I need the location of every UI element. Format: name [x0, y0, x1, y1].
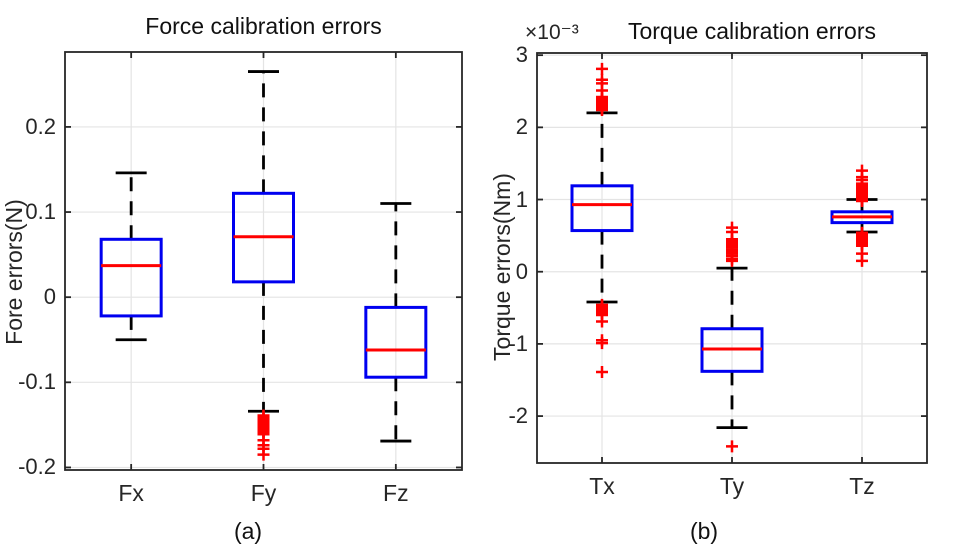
y-tick-label: -2 [508, 403, 528, 429]
y-tick-label: 0 [515, 258, 528, 284]
x-category-label: Fy [250, 480, 277, 506]
outlier-marker [257, 448, 270, 461]
x-category-label: Tz [849, 473, 875, 499]
force-caption: (a) [233, 518, 263, 544]
iqr-box [570, 184, 634, 233]
outlier-marker [856, 194, 868, 207]
torque-title: Torque calibration errors [627, 18, 876, 44]
torque-panel: ×10⁻³ Torque calibration errors Torque e… [481, 0, 962, 551]
iqr-box [99, 237, 163, 318]
force-title: Force calibration errors [145, 13, 382, 39]
y-tick-label: 1 [515, 186, 528, 212]
x-category-label: Ty [719, 473, 745, 499]
y-tick-label: 2 [515, 114, 528, 140]
y-tick-label: -0.2 [18, 454, 56, 480]
force-panel: Force calibration errors Fore errors(N) … [1, 13, 463, 544]
iqr-box [364, 305, 428, 379]
y-tick-label: -0.1 [18, 369, 56, 395]
x-category-label: Fx [118, 480, 144, 506]
outlier-marker [596, 337, 608, 350]
outlier-marker [596, 366, 608, 379]
torque-axis-multiplier: ×10⁻³ [525, 21, 579, 44]
y-tick-label: 0.1 [25, 199, 56, 225]
torque-caption: (b) [689, 518, 719, 544]
x-category-label: Fz [383, 480, 409, 506]
y-tick-label: -1 [508, 330, 528, 356]
torque-plot-canvas [536, 52, 928, 464]
outlier-marker [596, 62, 608, 75]
y-tick-label: 0 [43, 284, 56, 310]
outlier-marker [856, 254, 868, 267]
x-category-label: Tx [589, 473, 615, 499]
outlier-marker [596, 73, 608, 86]
force-plot-canvas [64, 51, 463, 471]
y-tick-label: 3 [515, 42, 528, 68]
y-tick-label: 0.2 [25, 113, 56, 139]
outlier-marker [596, 315, 608, 328]
outlier-marker [726, 440, 738, 453]
outlier-marker [726, 254, 738, 267]
